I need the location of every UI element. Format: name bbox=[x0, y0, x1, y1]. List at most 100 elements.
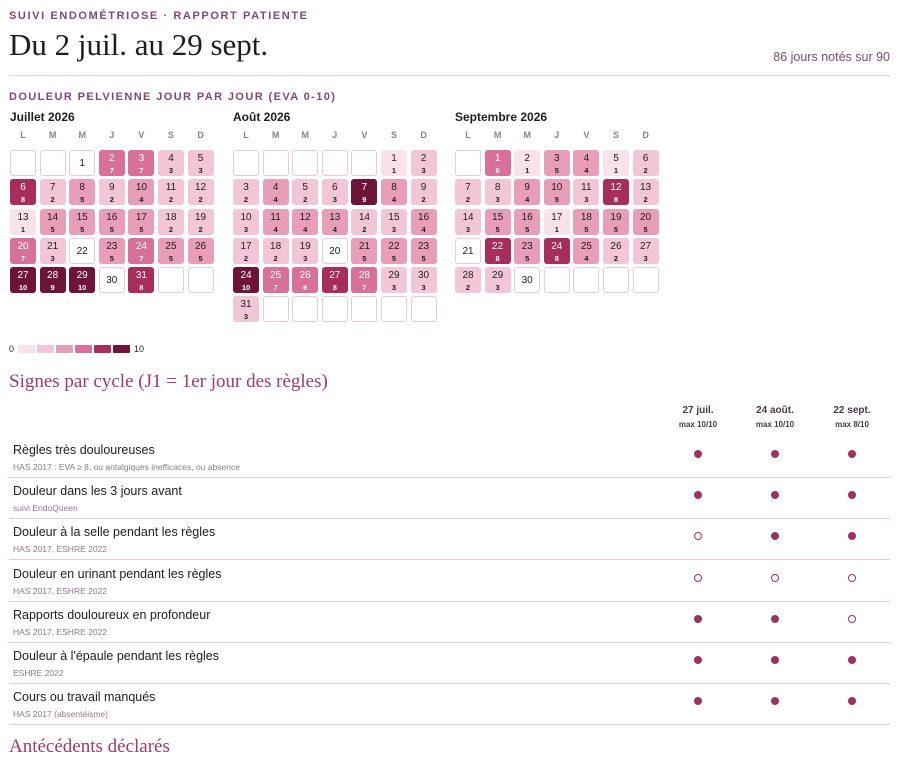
calendar-day[interactable]: 13 2 bbox=[632, 179, 659, 206]
calendar-day[interactable]: 25 5 bbox=[157, 237, 184, 264]
calendar-day[interactable]: 11 4 bbox=[262, 208, 289, 235]
calendar-day[interactable]: 29 3 bbox=[380, 267, 407, 294]
calendar-day[interactable]: 23 5 bbox=[514, 237, 541, 264]
pain-score: 7 bbox=[139, 253, 144, 263]
calendar-day[interactable]: 18 2 bbox=[262, 237, 289, 264]
calendar-day[interactable]: 28 2 bbox=[455, 267, 481, 294]
calendar-day[interactable]: 17 2 bbox=[233, 237, 259, 264]
calendar-day[interactable]: 13 1 bbox=[10, 208, 36, 235]
calendar-day[interactable]: 17 1 bbox=[543, 208, 570, 235]
calendar-day[interactable]: 20 5 bbox=[632, 208, 659, 235]
calendar-day[interactable]: 11 3 bbox=[573, 179, 600, 206]
calendar-day[interactable]: 21 5 bbox=[351, 237, 378, 264]
calendar-day[interactable]: 21 3 bbox=[39, 237, 66, 264]
calendar-day[interactable]: 19 5 bbox=[602, 208, 629, 235]
calendar-day[interactable]: 26 5 bbox=[187, 237, 214, 264]
calendar-day[interactable]: 18 2 bbox=[157, 208, 184, 235]
calendar-day[interactable]: 27 8 bbox=[321, 267, 348, 294]
calendar-day[interactable]: 12 4 bbox=[292, 208, 319, 235]
calendar-day[interactable]: 10 4 bbox=[128, 179, 155, 206]
calendar-day[interactable]: 28 7 bbox=[351, 267, 378, 294]
day-number: 20 bbox=[17, 240, 29, 252]
calendar-day[interactable]: 24 7 bbox=[128, 237, 155, 264]
calendar-day[interactable]: 24 10 bbox=[233, 267, 259, 294]
calendar-day[interactable]: 22 5 bbox=[380, 237, 407, 264]
calendar-day[interactable]: 26 6 bbox=[292, 267, 319, 294]
calendar-day[interactable]: 17 5 bbox=[128, 208, 155, 235]
calendar-day[interactable]: 23 5 bbox=[410, 237, 437, 264]
calendar-day[interactable]: 16 4 bbox=[410, 208, 437, 235]
calendar-day[interactable]: 1 bbox=[69, 150, 96, 176]
calendar-day[interactable]: 26 2 bbox=[602, 237, 629, 264]
calendar-day[interactable]: 20 bbox=[321, 237, 348, 264]
pain-score: 5 bbox=[495, 224, 500, 234]
calendar-day[interactable]: 14 2 bbox=[351, 208, 378, 235]
calendar-day[interactable]: 18 5 bbox=[573, 208, 600, 235]
cycle-date: 27 juil. bbox=[682, 405, 714, 416]
calendar-day[interactable]: 24 8 bbox=[543, 237, 570, 264]
calendar-day[interactable]: 22 bbox=[69, 237, 96, 264]
calendar-day[interactable]: 31 3 bbox=[233, 296, 259, 323]
calendar-day[interactable]: 31 8 bbox=[128, 267, 155, 294]
calendar-day[interactable]: 14 3 bbox=[455, 208, 481, 235]
calendar-day[interactable]: 28 9 bbox=[39, 267, 66, 294]
calendar-day[interactable]: 10 5 bbox=[543, 179, 570, 206]
calendar-day[interactable]: 19 2 bbox=[187, 208, 214, 235]
calendar-day[interactable]: 22 8 bbox=[484, 237, 511, 264]
calendar-day[interactable]: 12 2 bbox=[187, 179, 214, 206]
calendar-day[interactable]: 16 5 bbox=[514, 208, 541, 235]
calendar-day[interactable]: 23 5 bbox=[98, 237, 125, 264]
calendar-day[interactable]: 13 4 bbox=[321, 208, 348, 235]
calendar-day[interactable]: 15 3 bbox=[380, 208, 407, 235]
calendar-day[interactable]: 25 4 bbox=[573, 237, 600, 264]
calendar-day[interactable]: 29 3 bbox=[484, 267, 511, 294]
calendar-day[interactable]: 12 8 bbox=[602, 179, 629, 206]
calendar-day[interactable]: 29 10 bbox=[69, 267, 96, 294]
calendar-day[interactable]: 30 bbox=[98, 267, 125, 294]
pain-score: 5 bbox=[613, 224, 619, 234]
calendar-day[interactable]: 25 7 bbox=[262, 267, 289, 294]
calendar-day[interactable]: 16 5 bbox=[98, 208, 125, 235]
calendar-day[interactable]: 19 3 bbox=[292, 237, 319, 264]
calendar-day[interactable]: 11 2 bbox=[157, 179, 184, 206]
calendar-day[interactable]: 15 5 bbox=[69, 208, 96, 235]
calendar-day[interactable]: 20 7 bbox=[10, 237, 36, 264]
calendar-day[interactable]: 14 5 bbox=[39, 208, 66, 235]
calendar-day[interactable]: 21 bbox=[455, 237, 481, 264]
calendar-day[interactable]: 15 5 bbox=[484, 208, 511, 235]
pain-score: 3 bbox=[643, 253, 648, 263]
calendar-day[interactable]: 30 3 bbox=[410, 267, 437, 294]
calendar-day[interactable]: 27 10 bbox=[10, 267, 36, 294]
calendar-day[interactable]: 10 3 bbox=[233, 208, 259, 235]
calendar-day[interactable]: 30 bbox=[514, 267, 541, 294]
day-number: 11 bbox=[581, 182, 592, 194]
day-number: 28 bbox=[462, 270, 474, 282]
calendar-day[interactable]: 27 3 bbox=[632, 237, 659, 264]
